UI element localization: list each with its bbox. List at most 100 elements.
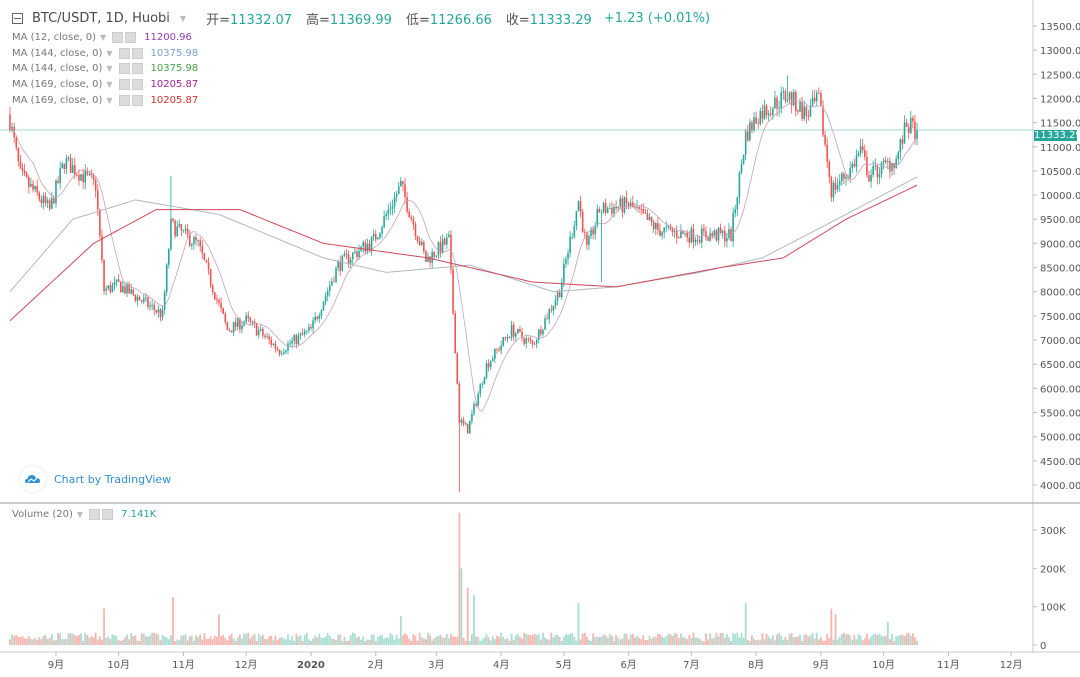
close-icon[interactable] [125, 32, 137, 44]
candle-body [466, 423, 469, 434]
ma-label[interactable]: MA (144, close, 0) [12, 47, 103, 59]
candle-body [161, 309, 164, 318]
candle-body [494, 348, 496, 359]
candle-body [822, 106, 824, 135]
volume-bar [387, 637, 390, 645]
volume-bar [575, 640, 578, 645]
volume-bar [592, 633, 595, 645]
candle-body [78, 175, 80, 181]
volume-bar [280, 637, 283, 645]
collapse-icon[interactable] [12, 13, 23, 24]
candle-body [734, 209, 737, 214]
candle-body [774, 97, 776, 109]
candle-body [318, 315, 321, 319]
candle-body [410, 217, 413, 219]
time-tick-label: 4月 [493, 659, 509, 671]
volume-bar [84, 632, 87, 645]
candle-body [374, 234, 377, 240]
volume-bar [717, 636, 720, 645]
volume-bar [671, 635, 674, 645]
volume-bar [533, 633, 536, 645]
close-icon[interactable] [102, 509, 114, 520]
volume-bar [253, 634, 256, 645]
settings-icon[interactable] [89, 509, 101, 520]
candle-body [703, 228, 705, 232]
close-icon[interactable] [131, 79, 143, 91]
candle-body [786, 99, 789, 101]
open-value: 11332.07 [229, 13, 293, 28]
candle-body [719, 227, 722, 234]
candle-body [755, 117, 757, 124]
volume-bar [36, 639, 39, 645]
ma-label[interactable]: MA (169, close, 0) [12, 79, 103, 91]
chevron-down-icon[interactable]: ▼ [106, 48, 113, 58]
tradingview-branding[interactable]: Chart by TradingView [20, 466, 171, 492]
candle-body [650, 216, 653, 223]
candle-body [368, 243, 371, 250]
volume-bar [623, 633, 626, 645]
candle-body [772, 108, 774, 115]
volume-bar [648, 636, 651, 645]
ma-label[interactable]: MA (144, close, 0) [12, 63, 103, 75]
volume-bar [604, 635, 607, 645]
chevron-down-icon[interactable]: ▼ [106, 95, 113, 105]
chevron-down-icon[interactable]: ▼ [106, 80, 113, 90]
ma-label[interactable]: MA (169, close, 0) [12, 94, 103, 106]
candle-body [370, 236, 373, 250]
chevron-down-icon[interactable]: ▼ [100, 33, 107, 43]
volume-bar [702, 641, 705, 645]
candle-body [237, 318, 239, 327]
volume-indicator-label[interactable]: Volume (20) [12, 509, 73, 520]
ma-label[interactable]: MA (12, close, 0) [12, 32, 97, 44]
volume-bar [483, 637, 486, 645]
candle-body [675, 231, 678, 238]
candle-body [328, 285, 331, 291]
candle-body [882, 160, 885, 163]
volume-bar [59, 633, 62, 645]
candle-body [188, 234, 191, 246]
volume-bar [654, 637, 657, 645]
volume-bar [692, 632, 695, 645]
settings-icon[interactable] [118, 63, 130, 75]
volume-bar [159, 640, 162, 645]
chevron-down-icon[interactable]: ▼ [76, 510, 84, 519]
candle-body [531, 340, 534, 344]
candle-body [366, 243, 369, 252]
volume-bar [498, 636, 500, 645]
close-icon[interactable] [131, 94, 143, 106]
settings-icon[interactable] [118, 47, 130, 59]
volume-bar [153, 632, 156, 645]
volume-tick-label: 200K [1040, 564, 1066, 575]
chevron-down-icon[interactable]: ▼ [106, 64, 113, 74]
candle-body [172, 218, 174, 221]
candle-body [767, 113, 770, 116]
candle-body [155, 310, 158, 313]
close-icon[interactable] [131, 47, 143, 59]
settings-icon[interactable] [118, 79, 130, 91]
chevron-down-icon[interactable]: ▼ [179, 14, 187, 23]
volume-bar [539, 639, 542, 645]
candle-body [182, 230, 185, 232]
candle-body [341, 255, 344, 271]
volume-bar [399, 616, 402, 645]
settings-icon[interactable] [112, 32, 124, 44]
candle-body [274, 343, 277, 349]
candle-body [443, 238, 446, 245]
volume-bar [481, 639, 484, 645]
volume-bar [109, 639, 112, 645]
candle-body [404, 184, 406, 198]
candle-body [625, 197, 628, 204]
candle-body [619, 198, 622, 207]
close-icon[interactable] [131, 63, 143, 75]
candle-body [594, 225, 596, 235]
settings-icon[interactable] [118, 94, 130, 106]
volume-bar [836, 639, 839, 645]
candle-body [805, 106, 808, 116]
volume-bar [771, 635, 774, 645]
symbol-title[interactable]: BTC/USDT, 1D, Huobi [32, 11, 170, 26]
volume-bar [30, 638, 32, 645]
volume-bar [435, 636, 438, 645]
volume-bar [596, 636, 599, 645]
volume-bar [341, 640, 344, 645]
